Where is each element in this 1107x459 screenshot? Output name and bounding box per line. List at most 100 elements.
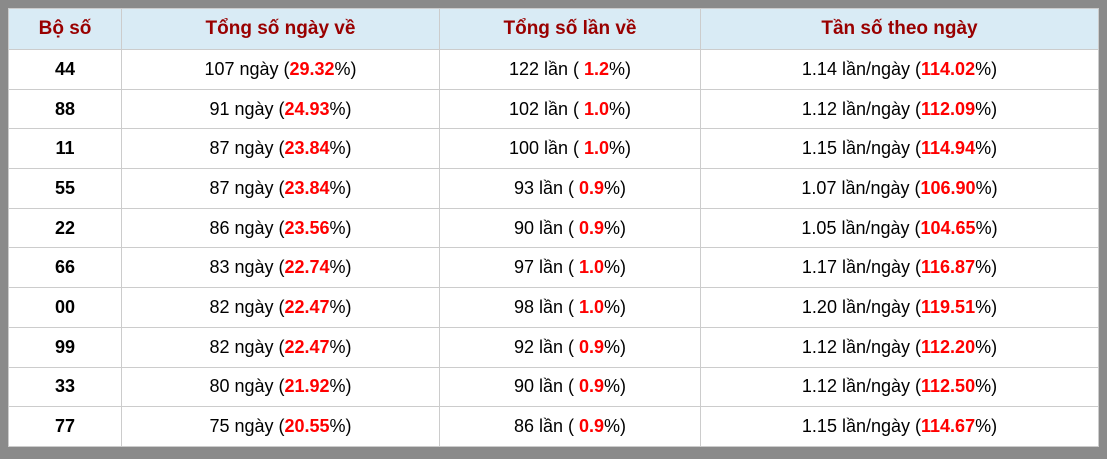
times-text: 86 lần ( — [513, 416, 579, 437]
days-text-suffix: %) — [329, 336, 352, 357]
freq-percent-value: 112.09 — [921, 98, 976, 119]
pair-cell: 00 — [8, 287, 122, 328]
days-percent-value: 22.47 — [284, 296, 330, 317]
frequency-cell: 1.15 lần/ngày (114.94%) — [700, 128, 1099, 170]
frequency-cell: 1.15 lần/ngày (114.67%) — [700, 406, 1099, 447]
total-times-cell: 92 lần ( 0.9%) — [439, 326, 701, 368]
freq-percent-value: 104.65 — [920, 217, 976, 238]
days-text-suffix: %) — [329, 257, 352, 278]
total-times-cell: 97 lần ( 1.0%) — [439, 247, 701, 289]
pair-cell: 66 — [8, 247, 122, 289]
times-text: 100 lần ( — [508, 138, 585, 159]
frequency-cell: 1.12 lần/ngày (112.09%) — [700, 88, 1099, 130]
times-percent-value: 0.9 — [579, 177, 605, 198]
total-days-cell: 83 ngày (22.74%) — [121, 247, 440, 289]
times-text-suffix: %) — [604, 296, 627, 317]
total-days-cell: 86 ngày (23.56%) — [121, 207, 440, 249]
times-text-suffix: %) — [604, 217, 627, 238]
column-header-total-days: Tổng số ngày về — [121, 8, 440, 50]
frequency-cell: 1.20 lần/ngày (119.51%) — [700, 287, 1099, 328]
column-header-pair: Bộ số — [8, 8, 122, 50]
pair-cell: 77 — [8, 406, 122, 447]
times-text-suffix: %) — [604, 416, 627, 437]
days-text: 82 ngày ( — [209, 336, 285, 357]
days-percent-value: 23.56 — [284, 217, 330, 238]
days-text-suffix: %) — [329, 416, 352, 437]
times-text-suffix: %) — [604, 376, 627, 397]
total-days-cell: 82 ngày (22.47%) — [121, 326, 440, 368]
table-row: 99 82 ngày (22.47%) 92 lần ( 0.9%) 1.12 … — [8, 326, 1099, 368]
days-percent-value: 21.92 — [284, 376, 330, 397]
freq-text: 1.20 lần/ngày ( — [801, 296, 922, 317]
times-text-suffix: %) — [609, 58, 632, 79]
days-text-suffix: %) — [329, 177, 352, 198]
days-text: 82 ngày ( — [209, 296, 285, 317]
times-text-suffix: %) — [604, 336, 627, 357]
freq-percent-value: 114.02 — [921, 58, 976, 79]
total-days-cell: 87 ngày (23.84%) — [121, 128, 440, 170]
pair-cell: 44 — [8, 49, 122, 90]
times-text-suffix: %) — [609, 138, 632, 159]
days-text: 75 ngày ( — [209, 416, 285, 437]
column-header-frequency: Tần số theo ngày — [700, 8, 1099, 50]
days-percent-value: 23.84 — [284, 177, 330, 198]
frequency-cell: 1.05 lần/ngày (104.65%) — [700, 207, 1099, 249]
times-text: 90 lần ( — [513, 376, 579, 397]
days-text-suffix: %) — [329, 376, 352, 397]
days-text: 107 ngày ( — [204, 58, 290, 79]
freq-percent-value: 112.20 — [921, 336, 976, 357]
times-text-suffix: %) — [604, 257, 627, 278]
freq-text-suffix: %) — [975, 138, 998, 159]
total-times-cell: 90 lần ( 0.9%) — [439, 207, 701, 249]
pair-cell: 99 — [8, 326, 122, 368]
freq-text-suffix: %) — [975, 177, 998, 198]
total-times-cell: 93 lần ( 0.9%) — [439, 168, 701, 209]
days-percent-value: 22.47 — [284, 336, 330, 357]
freq-text: 1.14 lần/ngày ( — [801, 58, 922, 79]
days-percent-value: 24.93 — [284, 98, 330, 119]
pair-cell: 22 — [8, 207, 122, 249]
table-row: 11 87 ngày (23.84%) 100 lần ( 1.0%) 1.15… — [8, 128, 1099, 170]
freq-text: 1.12 lần/ngày ( — [801, 376, 922, 397]
table-row: 77 75 ngày (20.55%) 86 lần ( 0.9%) 1.15 … — [8, 406, 1099, 447]
times-percent-value: 1.2 — [584, 58, 610, 79]
freq-text: 1.07 lần/ngày ( — [801, 177, 921, 198]
times-text: 122 lần ( — [508, 58, 585, 79]
total-times-cell: 90 lần ( 0.9%) — [439, 366, 701, 408]
freq-percent-value: 106.90 — [920, 177, 976, 198]
days-percent-value: 23.84 — [284, 138, 330, 159]
total-days-cell: 75 ngày (20.55%) — [121, 406, 440, 447]
table-row: 88 91 ngày (24.93%) 102 lần ( 1.0%) 1.12… — [8, 88, 1099, 130]
pair-cell: 88 — [8, 88, 122, 130]
pair-cell: 33 — [8, 366, 122, 408]
frequency-cell: 1.12 lần/ngày (112.20%) — [700, 326, 1099, 368]
total-times-cell: 86 lần ( 0.9%) — [439, 406, 701, 447]
freq-percent-value: 116.87 — [921, 257, 976, 278]
times-text: 97 lần ( — [513, 257, 579, 278]
times-percent-value: 1.0 — [584, 138, 610, 159]
pair-cell: 11 — [8, 128, 122, 170]
total-days-cell: 87 ngày (23.84%) — [121, 168, 440, 209]
days-percent-value: 22.74 — [284, 257, 330, 278]
times-percent-value: 0.9 — [579, 217, 605, 238]
days-text-suffix: %) — [329, 98, 352, 119]
freq-text: 1.17 lần/ngày ( — [801, 257, 922, 278]
days-text: 86 ngày ( — [209, 217, 285, 238]
freq-text-suffix: %) — [975, 257, 998, 278]
total-days-cell: 107 ngày (29.32%) — [121, 49, 440, 90]
freq-text-suffix: %) — [975, 376, 998, 397]
frequency-cell: 1.12 lần/ngày (112.50%) — [700, 366, 1099, 408]
table-row: 33 80 ngày (21.92%) 90 lần ( 0.9%) 1.12 … — [8, 366, 1099, 408]
pair-cell: 55 — [8, 168, 122, 209]
frequency-cell: 1.17 lần/ngày (116.87%) — [700, 247, 1099, 289]
times-percent-value: 0.9 — [579, 376, 605, 397]
total-days-cell: 91 ngày (24.93%) — [121, 88, 440, 130]
days-text: 87 ngày ( — [209, 177, 285, 198]
total-days-cell: 80 ngày (21.92%) — [121, 366, 440, 408]
table-row: 22 86 ngày (23.56%) 90 lần ( 0.9%) 1.05 … — [8, 207, 1099, 249]
freq-text: 1.15 lần/ngày ( — [801, 416, 922, 437]
freq-text-suffix: %) — [975, 217, 998, 238]
freq-text-suffix: %) — [975, 336, 998, 357]
freq-text-suffix: %) — [975, 98, 998, 119]
